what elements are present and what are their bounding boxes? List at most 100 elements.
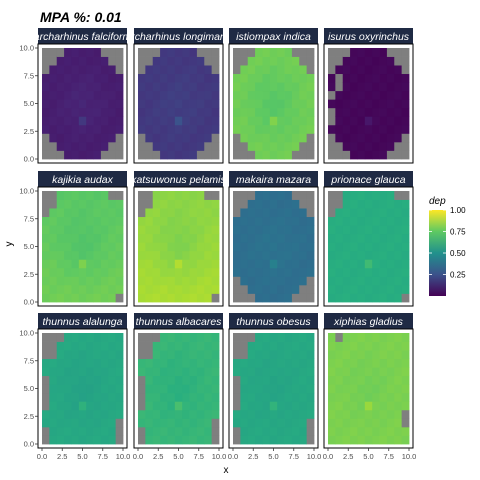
heatmap-tile	[211, 141, 220, 151]
heatmap-tile	[86, 284, 94, 294]
heatmap-tile	[262, 350, 271, 360]
heatmap-tile	[189, 56, 198, 66]
heatmap-tile	[277, 90, 285, 100]
heatmap-tile	[138, 250, 146, 260]
heatmap-tile	[189, 293, 198, 303]
heatmap-tile	[56, 426, 65, 436]
heatmap-tile	[277, 259, 285, 269]
heatmap-tile	[372, 199, 380, 209]
heatmap-tile	[401, 242, 410, 252]
heatmap-tile	[372, 150, 380, 160]
facet-panel: thunnus obesus	[228, 313, 319, 449]
heatmap-tile	[182, 216, 190, 226]
heatmap-tile	[167, 233, 176, 243]
heatmap-tile	[49, 350, 58, 360]
heatmap-tile	[182, 435, 190, 445]
heatmap-tile	[204, 82, 213, 92]
heatmap-tile	[379, 225, 388, 235]
heatmap-tile	[342, 107, 351, 117]
heatmap-tile	[328, 90, 336, 100]
heatmap-tile	[152, 124, 161, 134]
heatmap-tile	[372, 341, 380, 351]
heatmap-tile	[211, 242, 220, 252]
heatmap-tile	[277, 267, 285, 277]
heatmap-tile	[56, 367, 65, 377]
heatmap-tile	[262, 216, 271, 226]
heatmap-tile	[93, 199, 102, 209]
heatmap-tile	[196, 90, 205, 100]
heatmap-tile	[247, 435, 256, 445]
heatmap-tile	[247, 392, 256, 402]
heatmap-tile	[342, 333, 351, 342]
heatmap-tile	[78, 418, 87, 428]
heatmap-tile	[401, 141, 410, 151]
heatmap-tile	[174, 426, 183, 436]
heatmap-tile	[145, 375, 154, 385]
heatmap-tile	[284, 191, 293, 200]
heatmap-tile	[299, 56, 308, 66]
heatmap-tile	[335, 82, 344, 92]
heatmap-tile	[372, 141, 380, 151]
heatmap-tile	[78, 367, 87, 377]
heatmap-tile	[262, 141, 271, 151]
heatmap-tile	[379, 199, 388, 209]
heatmap-tile	[145, 150, 154, 160]
heatmap-tile	[211, 259, 220, 269]
heatmap-tile	[49, 401, 58, 411]
heatmap-tile	[328, 150, 336, 160]
heatmap-tile	[100, 99, 109, 109]
heatmap-tile	[196, 199, 205, 209]
heatmap-tile	[93, 65, 102, 75]
heatmap-tile	[182, 401, 190, 411]
heatmap-tile	[152, 392, 161, 402]
heatmap-tile	[71, 341, 80, 351]
heatmap-tile	[357, 208, 366, 218]
heatmap-tile	[189, 384, 198, 394]
heatmap-tile	[240, 133, 249, 143]
heatmap-tile	[335, 426, 344, 436]
heatmap-tile	[160, 133, 168, 143]
heatmap-tile	[138, 150, 146, 160]
heatmap-tile	[306, 242, 315, 252]
legend-tick-label: 1.00	[450, 206, 466, 215]
heatmap-tile	[49, 276, 58, 286]
heatmap-tile	[160, 82, 168, 92]
heatmap-tile	[233, 276, 241, 286]
x-tick-label: 2.5	[248, 452, 258, 461]
heatmap-tile	[394, 124, 403, 134]
heatmap-tile	[204, 116, 213, 126]
heatmap-tile	[78, 409, 87, 419]
heatmap-tile	[174, 333, 183, 342]
heatmap-tile	[49, 426, 58, 436]
heatmap-tile	[86, 358, 94, 368]
heatmap-tile	[291, 259, 300, 269]
heatmap-tile	[335, 141, 344, 151]
heatmap-tile	[394, 293, 403, 303]
heatmap-tile	[357, 199, 366, 209]
heatmap-tile	[328, 358, 336, 368]
heatmap-tile	[64, 150, 72, 160]
heatmap-tile	[394, 82, 403, 92]
heatmap-tile	[71, 116, 80, 126]
heatmap-tile	[262, 293, 271, 303]
heatmap-tile	[86, 350, 94, 360]
heatmap-tile	[379, 73, 388, 83]
heatmap-tile	[204, 392, 213, 402]
heatmap-tile	[115, 333, 124, 342]
heatmap-tile	[379, 150, 388, 160]
heatmap-tile	[145, 191, 154, 200]
heatmap-tile	[160, 90, 168, 100]
heatmap-tile	[211, 276, 220, 286]
heatmap-tile	[145, 426, 154, 436]
heatmap-tile	[211, 401, 220, 411]
heatmap-tile	[240, 242, 249, 252]
heatmap-tile	[342, 259, 351, 269]
heatmap-tile	[299, 233, 308, 243]
heatmap-tile	[233, 250, 241, 260]
heatmap-tile	[115, 233, 124, 243]
heatmap-tile	[115, 56, 124, 66]
heatmap-tile	[145, 116, 154, 126]
heatmap-tile	[160, 242, 168, 252]
heatmap-tile	[49, 124, 58, 134]
heatmap-tile	[299, 259, 308, 269]
